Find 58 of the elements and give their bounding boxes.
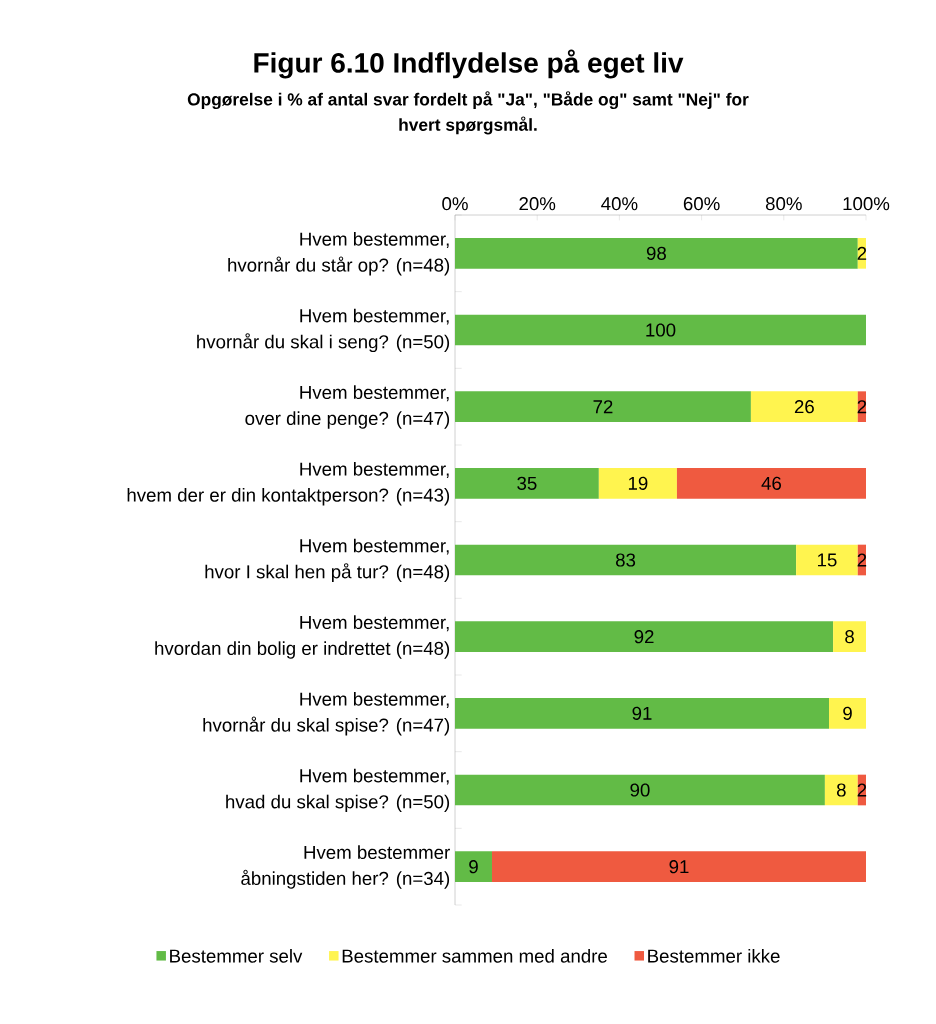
bar xyxy=(676,468,866,499)
chart-title: Figur 6.10 Indflydelse på eget liv xyxy=(254,49,684,79)
x-tick-label: 20% xyxy=(519,197,556,211)
legend-label: Bestemmer selv xyxy=(170,948,303,963)
y-tick-label: Hvem bestemmer, over dine penge? (n=47) xyxy=(245,385,450,429)
data-label: 2 xyxy=(857,246,867,260)
legend-label: Bestemmer sammen med andre xyxy=(342,948,607,963)
chart-subtitle: Opgørelse i % af antal svar fordelt på "Ja", "Både og" samt "Nej" for hvert spørgsmål. xyxy=(187,91,749,135)
bar xyxy=(796,544,858,576)
data-label: 92 xyxy=(634,630,654,644)
data-label: 19 xyxy=(628,476,648,490)
bar xyxy=(455,314,866,346)
bar xyxy=(598,468,677,499)
y-tick-label: Hvem bestemmer, hvem der er din kontaktperson? (n=43) xyxy=(127,462,450,506)
data-label: 91 xyxy=(632,706,652,720)
data-label: 91 xyxy=(669,860,689,874)
data-label: 2 xyxy=(857,783,867,797)
y-tick-label: Hvem bestemmer, hvornår du skal i seng? (n=50) xyxy=(197,308,450,353)
data-label: 2 xyxy=(857,553,867,567)
bar xyxy=(829,698,866,729)
bar xyxy=(455,698,830,729)
bar xyxy=(455,544,797,576)
bar xyxy=(455,621,834,652)
x-tick-label: 80% xyxy=(765,197,802,211)
data-label: 46 xyxy=(761,476,782,490)
bar xyxy=(455,468,599,499)
x-tick-label: 40% xyxy=(601,197,638,211)
bar xyxy=(455,238,858,269)
data-label: 90 xyxy=(630,783,650,797)
bar xyxy=(491,851,866,883)
bar xyxy=(455,851,492,883)
bar xyxy=(833,621,866,652)
x-tick-label: 0% xyxy=(442,197,468,211)
y-tick-label: Hvem bestemmer, hvordan din bolig er indrettet (n=48) xyxy=(155,615,450,659)
x-tick-label: 60% xyxy=(683,197,720,211)
bar xyxy=(824,774,858,806)
y-tick-label: Hvem bestemmer, hvad du skal spise? (n=50) xyxy=(226,768,450,813)
bar xyxy=(750,391,858,422)
data-label: 15 xyxy=(817,553,837,567)
x-tick-label: 100% xyxy=(843,197,890,211)
data-label: 26 xyxy=(794,400,814,414)
data-label: 9 xyxy=(469,860,478,874)
data-label: 9 xyxy=(843,706,852,720)
y-tick-label: Hvem bestemmer, hvornår du skal spise? (n=47) xyxy=(203,692,450,736)
data-label: 98 xyxy=(646,246,666,260)
bar xyxy=(455,391,751,422)
data-label: 35 xyxy=(517,476,537,490)
y-tick-label: Hvem bestemmer, hvor I skal hen på tur? (n=48) xyxy=(205,538,450,583)
bar xyxy=(455,774,825,806)
data-label: 8 xyxy=(845,630,854,644)
y-tick-label: Hvem bestemmer, hvornår du står op? (n=48) xyxy=(228,232,450,276)
data-label: 8 xyxy=(836,783,846,797)
data-label: 2 xyxy=(857,400,867,414)
data-label: 100 xyxy=(646,323,676,337)
y-tick-label: Hvem bestemmer åbningstiden her? (n=34) xyxy=(241,845,450,889)
legend-label: Bestemmer ikke xyxy=(648,948,780,963)
data-label: 83 xyxy=(616,553,636,567)
data-label: 72 xyxy=(593,400,613,414)
